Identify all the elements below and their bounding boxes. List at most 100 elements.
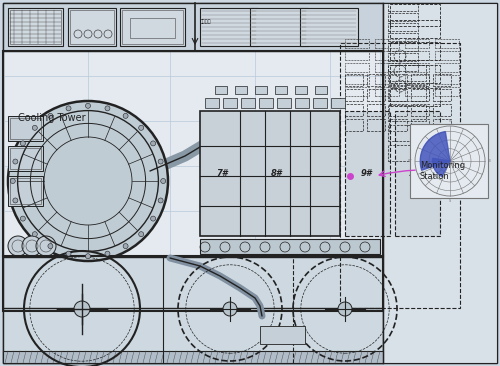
Bar: [388, 23, 418, 31]
Circle shape: [20, 216, 25, 221]
Bar: [388, 145, 426, 161]
Bar: [315, 86, 327, 94]
Bar: [389, 119, 407, 131]
Bar: [223, 98, 237, 108]
Text: Monitoring
Station: Monitoring Station: [420, 161, 465, 181]
Text: N: N: [448, 119, 452, 123]
Bar: [433, 89, 451, 101]
Bar: [3, 51, 383, 311]
Bar: [405, 87, 429, 96]
Bar: [3, 257, 383, 363]
Bar: [388, 65, 426, 81]
Bar: [395, 111, 440, 236]
Bar: [235, 86, 247, 94]
Circle shape: [66, 106, 71, 111]
Bar: [260, 326, 305, 344]
Bar: [130, 18, 175, 38]
Circle shape: [13, 159, 18, 164]
Bar: [8, 116, 43, 141]
Bar: [10, 10, 61, 44]
Circle shape: [74, 301, 90, 317]
Circle shape: [105, 251, 110, 256]
Bar: [388, 63, 418, 71]
Bar: [250, 8, 308, 46]
Bar: [405, 51, 429, 60]
Bar: [70, 10, 114, 44]
Circle shape: [13, 198, 18, 203]
Bar: [345, 89, 363, 101]
Bar: [331, 98, 345, 108]
Bar: [405, 75, 429, 84]
Bar: [345, 74, 363, 86]
Bar: [241, 98, 255, 108]
Bar: [367, 89, 385, 101]
Bar: [389, 74, 407, 86]
Bar: [390, 88, 440, 106]
Circle shape: [160, 179, 166, 183]
Bar: [435, 39, 459, 48]
Bar: [405, 39, 429, 48]
Bar: [388, 33, 418, 41]
Text: 8#: 8#: [271, 169, 283, 179]
Bar: [345, 51, 369, 60]
Circle shape: [48, 244, 53, 249]
Bar: [388, 125, 426, 141]
Circle shape: [32, 125, 38, 130]
Bar: [411, 104, 429, 116]
Bar: [375, 51, 399, 60]
Bar: [433, 104, 451, 116]
Bar: [435, 51, 459, 60]
Text: 7#: 7#: [216, 169, 228, 179]
Bar: [405, 63, 429, 72]
Bar: [388, 3, 418, 11]
Bar: [411, 119, 429, 131]
Bar: [375, 63, 399, 72]
Bar: [8, 146, 43, 171]
Text: 10#: 10#: [408, 169, 426, 179]
Bar: [120, 8, 185, 46]
Circle shape: [123, 244, 128, 249]
Bar: [345, 75, 369, 84]
Circle shape: [138, 125, 143, 130]
Bar: [367, 104, 385, 116]
Bar: [375, 87, 399, 96]
Text: 9#: 9#: [361, 169, 373, 179]
Bar: [435, 63, 459, 72]
Text: Cooling Tower: Cooling Tower: [18, 113, 86, 123]
Bar: [68, 8, 116, 46]
Bar: [383, 3, 497, 363]
Bar: [275, 86, 287, 94]
Bar: [255, 86, 267, 94]
Bar: [345, 87, 369, 96]
Bar: [435, 75, 459, 84]
Circle shape: [10, 179, 16, 183]
Circle shape: [22, 236, 42, 256]
Bar: [205, 98, 219, 108]
Bar: [3, 3, 383, 51]
Bar: [435, 87, 459, 96]
Bar: [300, 8, 358, 46]
Bar: [215, 86, 227, 94]
Bar: [433, 74, 451, 86]
Bar: [10, 118, 41, 139]
Circle shape: [150, 216, 156, 221]
Bar: [8, 8, 63, 46]
Bar: [411, 74, 429, 86]
Bar: [259, 98, 273, 108]
Text: E: E: [489, 159, 491, 163]
Circle shape: [223, 302, 237, 316]
Bar: [433, 119, 451, 131]
Bar: [388, 53, 418, 61]
Circle shape: [158, 159, 163, 164]
Bar: [411, 89, 429, 101]
Bar: [295, 86, 307, 94]
Circle shape: [36, 236, 56, 256]
Bar: [277, 98, 291, 108]
Circle shape: [86, 103, 90, 108]
Bar: [122, 10, 183, 44]
Text: 进厂道路: 进厂道路: [200, 19, 211, 23]
Bar: [345, 63, 369, 72]
Bar: [389, 89, 407, 101]
Circle shape: [8, 236, 28, 256]
Polygon shape: [432, 158, 450, 176]
